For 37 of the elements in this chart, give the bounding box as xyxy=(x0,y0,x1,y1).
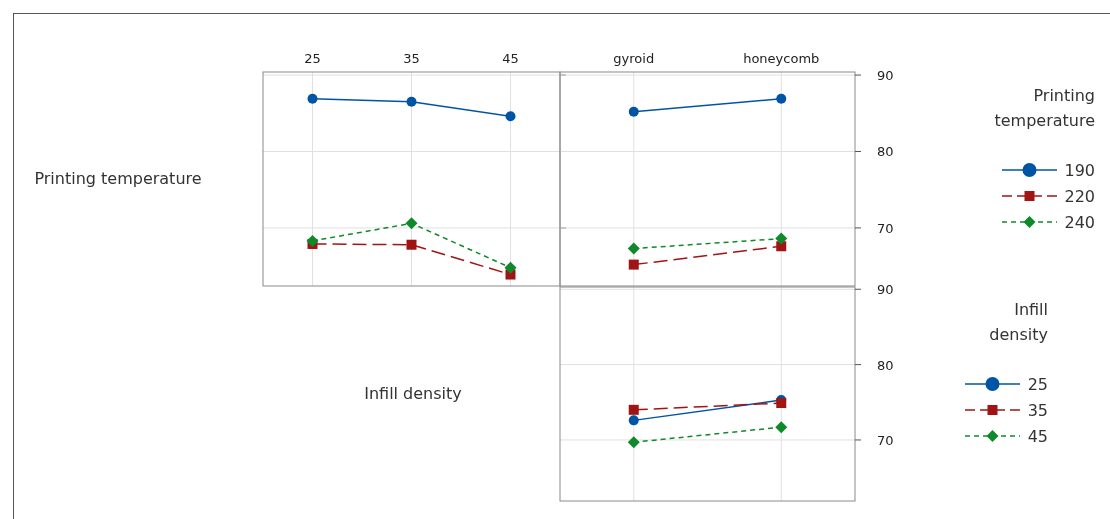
point xyxy=(776,93,787,104)
point xyxy=(628,259,639,270)
legend-title: Infill density xyxy=(989,300,1048,344)
point xyxy=(405,217,418,230)
x-tick-label: honeycomb xyxy=(743,51,820,66)
y-tick-label: 80 xyxy=(877,144,894,160)
legend-label: 190 xyxy=(1064,161,1095,180)
point xyxy=(307,93,318,104)
point xyxy=(628,404,639,415)
point xyxy=(627,242,640,255)
legend-label: 35 xyxy=(1027,401,1048,420)
y-tick-label: 70 xyxy=(877,220,894,236)
x-tick-label: 45 xyxy=(502,51,519,66)
x-tick-label: 35 xyxy=(403,51,420,66)
y-tick-label: 80 xyxy=(877,357,894,373)
point xyxy=(628,415,639,426)
x-tick-label: gyroid xyxy=(613,51,655,66)
point xyxy=(775,232,788,245)
y-axis-title: Infill density xyxy=(364,384,462,403)
x-tick-label: 25 xyxy=(304,51,321,66)
point xyxy=(775,421,788,434)
point xyxy=(406,96,417,107)
point xyxy=(627,436,640,449)
legend-label: 240 xyxy=(1064,213,1095,232)
legend-label: 220 xyxy=(1064,187,1095,206)
y-tick-label: 90 xyxy=(877,68,894,84)
legend-label: 25 xyxy=(1027,375,1048,394)
point xyxy=(505,111,516,122)
point xyxy=(628,106,639,117)
y-axis-title: Printing temperature xyxy=(34,169,202,188)
y-tick-label: 90 xyxy=(877,282,894,298)
legend-label: 45 xyxy=(1027,427,1048,446)
point xyxy=(504,261,517,274)
legend-title: Printing temperature xyxy=(994,86,1095,130)
y-tick-label: 70 xyxy=(877,432,894,448)
point xyxy=(306,234,319,247)
point xyxy=(406,239,417,250)
